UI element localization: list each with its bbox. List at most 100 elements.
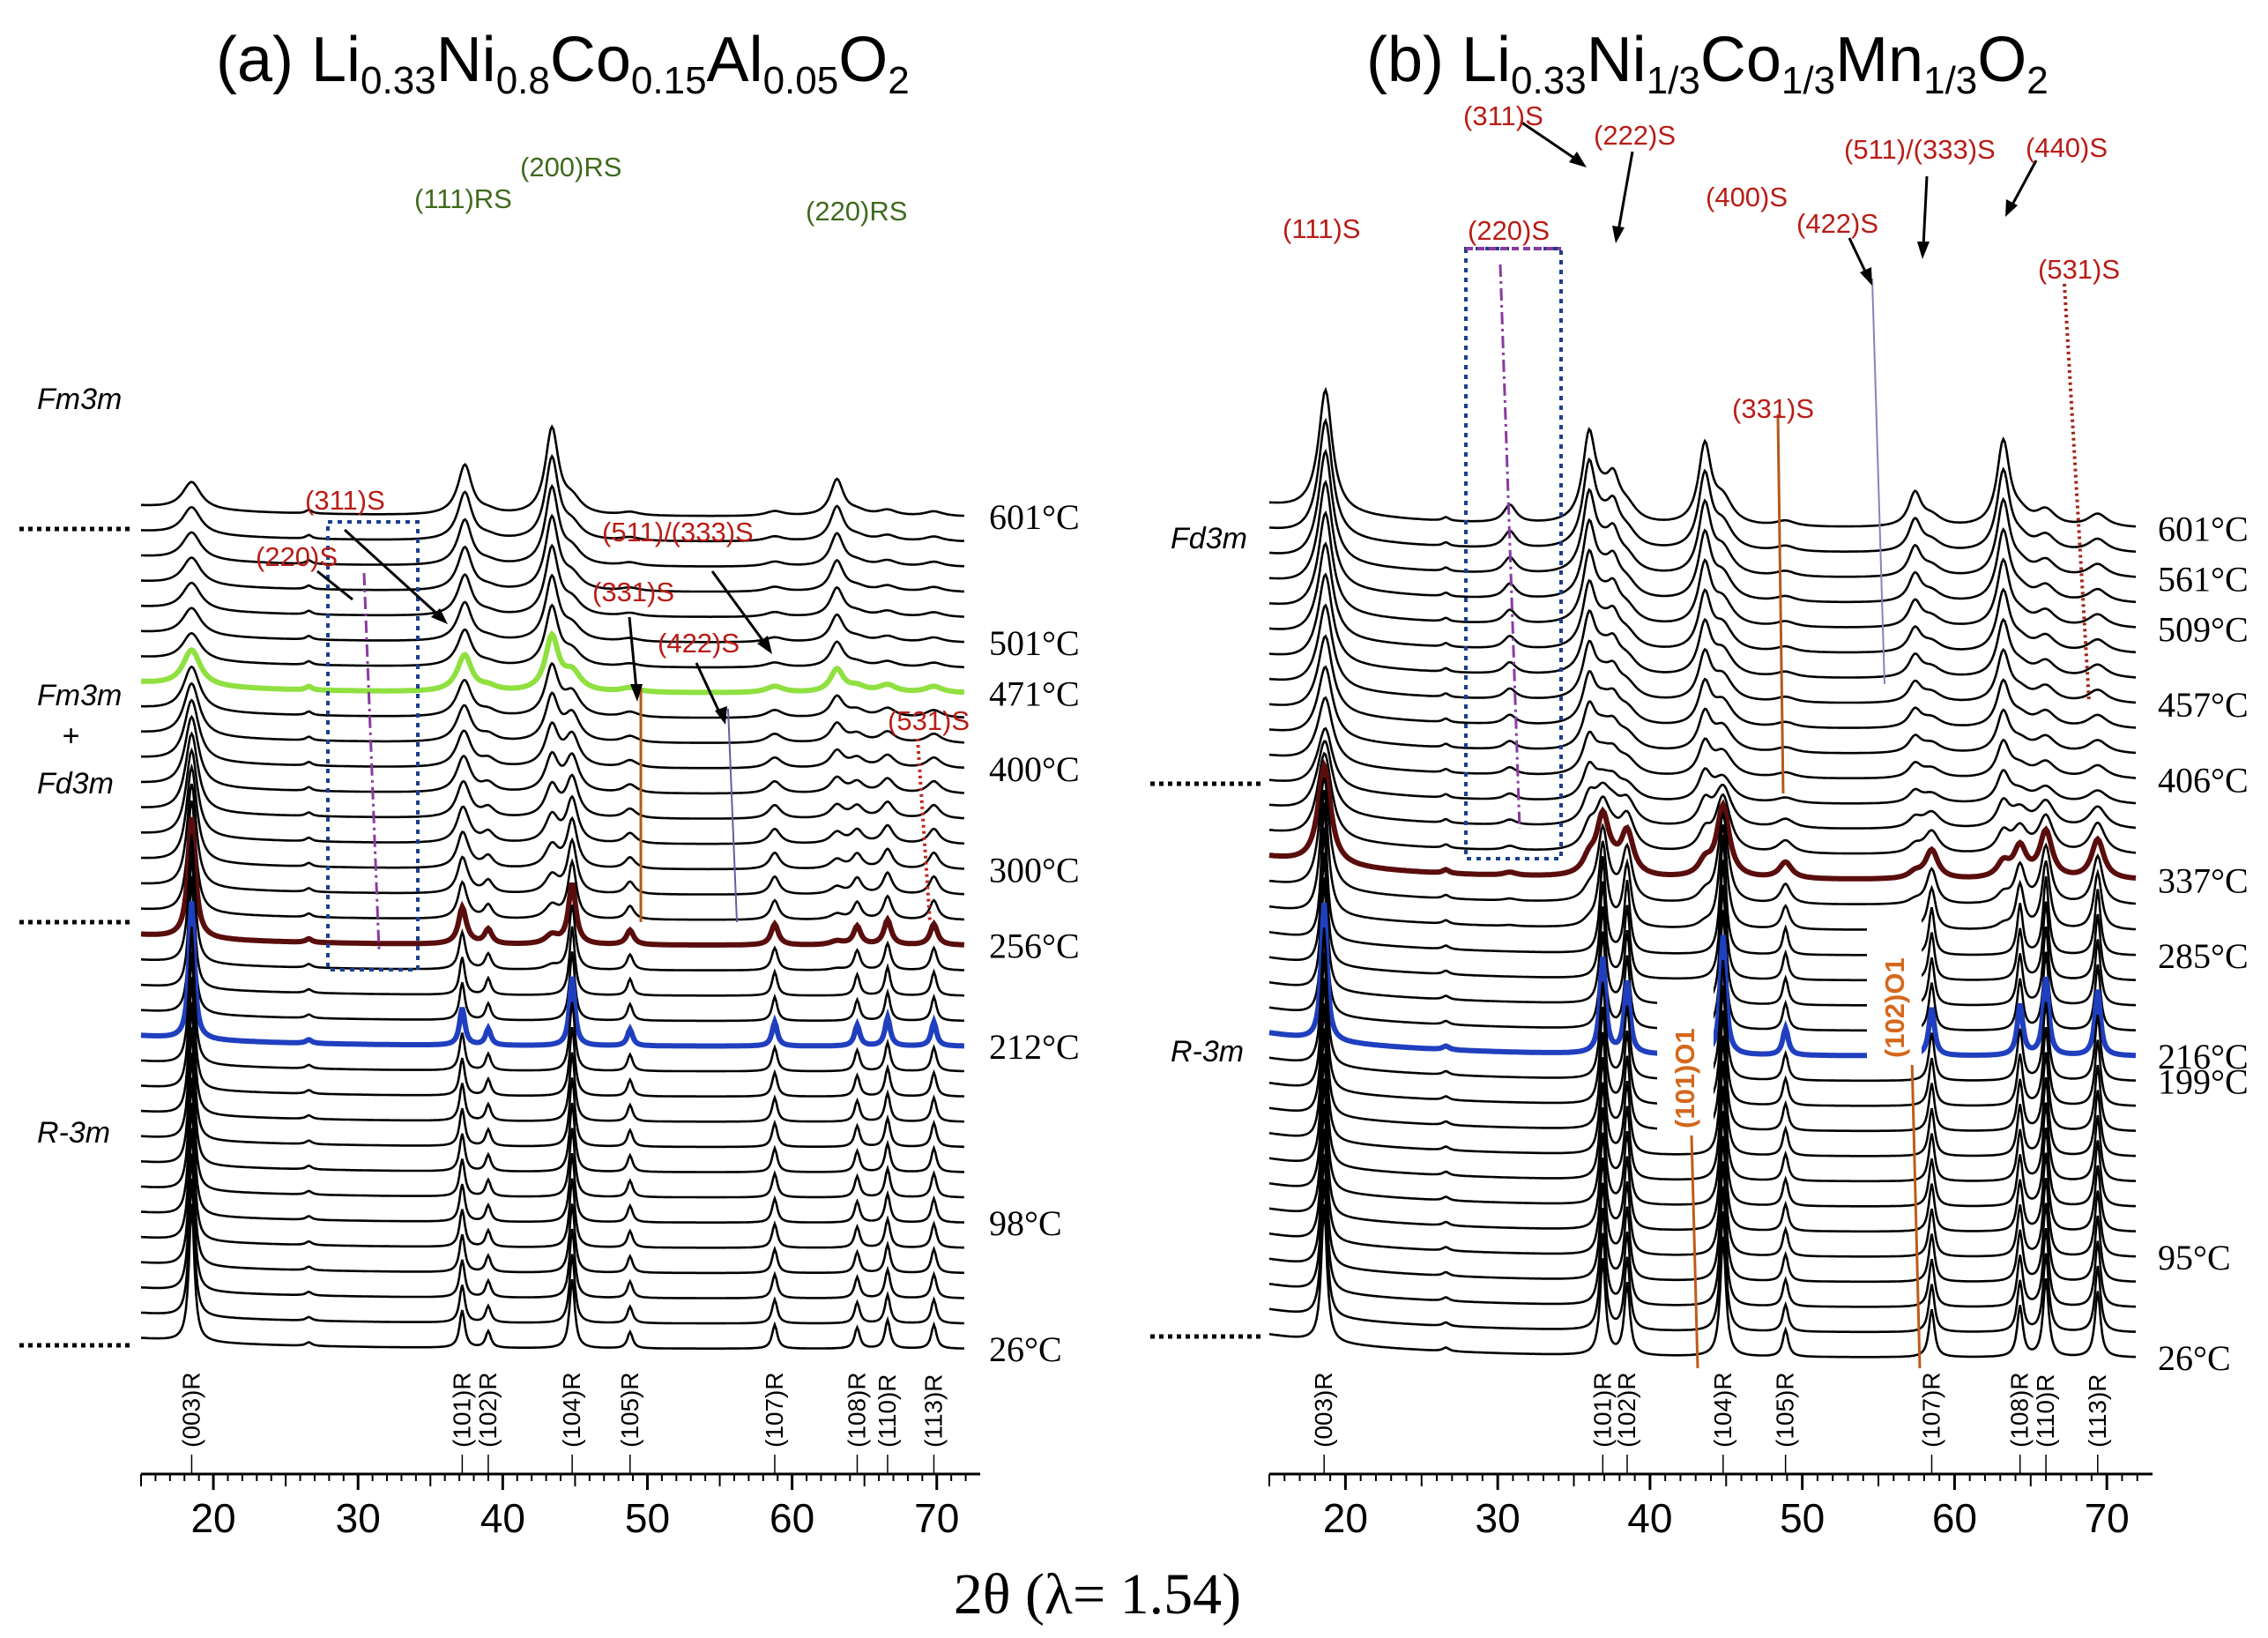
- arrow-head: [431, 608, 448, 624]
- temperature-label: 285°C: [2158, 936, 2249, 976]
- temperature-label: 199°C: [2158, 1062, 2249, 1102]
- layered-peak-label: (101)R: [1588, 1372, 1616, 1448]
- annotation-arrow: [628, 616, 638, 690]
- scan-trace: [140, 731, 964, 820]
- spinel-peak-label: (511)/(333)S: [602, 517, 754, 547]
- scan-trace: [1268, 1053, 2137, 1208]
- annotation-arrow: [316, 570, 353, 601]
- scan-trace: [1268, 541, 2137, 654]
- annotation-arrow: [1617, 151, 1634, 232]
- rocksalt-peak-label: (200)RS: [520, 152, 621, 182]
- x-tick-label: 20: [1323, 1495, 1368, 1541]
- scan-trace: [140, 875, 964, 1023]
- scan-trace: [140, 1128, 964, 1275]
- scan-trace: [141, 483, 964, 568]
- annotation-arrow: [2010, 160, 2038, 207]
- spinel-peak-label: (400)S: [1706, 182, 1788, 212]
- scan-trace: [140, 816, 965, 948]
- spinel-guide-line: [2063, 283, 2091, 703]
- annotation-arrow: [695, 662, 723, 717]
- layered-peak-label: (108)R: [2006, 1372, 2034, 1448]
- layered-peak-label: (113)R: [919, 1374, 947, 1448]
- scan-trace: [1268, 510, 2137, 629]
- scan-trace: [1268, 1128, 2137, 1284]
- spinel-peak-label: (220)S: [256, 541, 338, 572]
- temperature-label: 561°C: [2158, 560, 2249, 599]
- o1-peak-label: (102)O1: [1879, 957, 1910, 1058]
- layered-peak-label: (113)R: [2084, 1374, 2111, 1448]
- scan-trace: [140, 800, 964, 921]
- panel-a-annotations: Fm3m Fm3m + Fd3m R-3m (311)S (220)S (511…: [19, 152, 970, 1348]
- layered-peak-label: (105)R: [1772, 1372, 1799, 1448]
- layered-peak-label: (003)R: [1310, 1372, 1337, 1448]
- scan-trace: [141, 714, 964, 795]
- o1-guide-line: [1689, 1101, 1699, 1369]
- spinel-peak-label: (511)/(333)S: [1844, 134, 1996, 165]
- temperature-label: 26°C: [989, 1329, 1062, 1369]
- temperature-label: 256°C: [989, 926, 1080, 965]
- arrow-head: [630, 684, 643, 702]
- phase-label: R-3m: [37, 1116, 110, 1150]
- scan-trace: [1268, 1103, 2137, 1258]
- arrow-head: [1860, 267, 1872, 286]
- scan-trace: [140, 629, 965, 696]
- panel-b-annotations: Fd3m R-3m (111)S (220)S (311)S (222)S (4…: [1150, 101, 2120, 1369]
- spinel-peak-label: (422)S: [658, 628, 740, 659]
- scan-trace: [140, 1178, 964, 1325]
- scan-trace: [141, 661, 964, 719]
- scan-trace: [141, 513, 964, 593]
- scan-trace: [1268, 777, 2137, 905]
- annotation-arrow: [710, 570, 767, 644]
- temperature-label: 300°C: [989, 851, 1080, 890]
- scan-trace: [140, 763, 964, 871]
- scan-trace: [1268, 1179, 2137, 1334]
- layered-peak-label: (104)R: [1709, 1372, 1736, 1448]
- scan-trace: [140, 926, 964, 1073]
- scan-trace: [141, 603, 964, 669]
- scan-trace: [1268, 801, 2137, 957]
- scan-trace: [1268, 852, 2137, 1007]
- x-tick-label: 60: [770, 1495, 814, 1541]
- spinel-peak-label: (222)S: [1594, 120, 1676, 151]
- scan-trace: [1268, 448, 2137, 578]
- scan-trace: [1268, 1078, 2137, 1233]
- scan-trace: [140, 1153, 964, 1299]
- phase-label: +: [62, 719, 79, 753]
- label-backdrop: [1657, 987, 1714, 1135]
- layered-peak-label: (003)R: [177, 1372, 204, 1448]
- spinel-peak-label: (311)S: [1463, 101, 1543, 131]
- scan-trace: [140, 951, 964, 1098]
- panel-a: 26°C 98°C 212°C 256°C 300°C 400°C 471°C 501°C 60…: [140, 424, 1080, 1541]
- scan-trace: [1268, 1203, 2137, 1359]
- scan-trace: [140, 1052, 964, 1199]
- temperature-label: 26°C: [2158, 1338, 2231, 1378]
- layered-peak-label: (102)R: [474, 1372, 502, 1448]
- scan-trace: [1268, 634, 2137, 729]
- layered-peak-label: (102)R: [1613, 1372, 1640, 1448]
- spinel-peak-label: (331)S: [592, 577, 674, 607]
- layered-peak-label: (104)R: [558, 1372, 585, 1448]
- scan-trace: [141, 833, 964, 972]
- scan-trace: [1268, 417, 2137, 554]
- annotation-arrow: [343, 528, 442, 619]
- temperature-label: 601°C: [2158, 510, 2249, 549]
- layered-peak-label: (110)R: [874, 1374, 901, 1448]
- layered-peak-label: (110)R: [2032, 1374, 2059, 1448]
- phase-label: Fm3m: [37, 383, 122, 416]
- scan-trace: [1268, 1153, 2137, 1308]
- scan-trace: [141, 454, 964, 543]
- label-backdrop: [1867, 917, 1922, 1065]
- temperature-label: 471°C: [989, 674, 1080, 713]
- x-tick-label: 70: [914, 1495, 959, 1541]
- x-tick-label: 50: [625, 1495, 670, 1541]
- x-tick-label: 20: [190, 1495, 235, 1541]
- scan-trace: [1268, 726, 2137, 805]
- phase-label: Fm3m: [37, 679, 122, 712]
- phase-label: R-3m: [1171, 1035, 1244, 1068]
- panel-b-title: (b) Li0.33Ni1/3Co1/3Mn1/3O2: [1366, 25, 2049, 102]
- spinel-peak-label: (422)S: [1796, 208, 1878, 239]
- temperature-label: 509°C: [2158, 610, 2249, 650]
- spinel-peak-label: (311)S: [305, 485, 385, 516]
- annotation-arrow: [1848, 237, 1869, 276]
